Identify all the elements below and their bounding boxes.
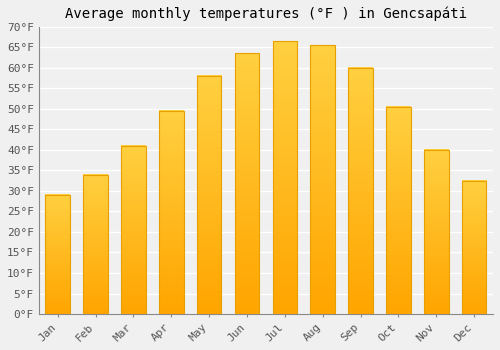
Bar [121,146,146,314]
Bar [234,54,260,314]
Bar [272,41,297,314]
Bar [310,45,335,314]
Bar [159,111,184,314]
Bar [84,175,108,314]
Bar [424,150,448,314]
Bar [197,76,222,314]
Bar [386,107,410,314]
Bar [46,195,70,314]
Bar [348,68,373,314]
Bar [462,181,486,314]
Title: Average monthly temperatures (°F ) in Gencsapáti: Average monthly temperatures (°F ) in Ge… [65,7,467,21]
